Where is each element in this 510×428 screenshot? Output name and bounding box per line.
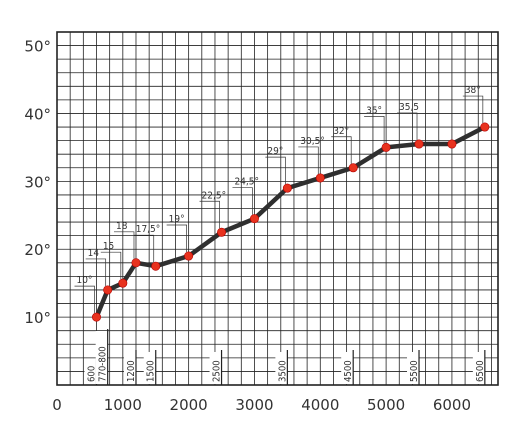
x-marker-label: 1200 [126,360,137,382]
callout-leader [331,136,352,164]
callout-leader [199,200,220,229]
x-marker-label: 5500 [409,360,420,382]
x-marker-bg [143,352,156,384]
x-tick-label: 0 [52,396,62,414]
data-label: 14 [88,248,100,259]
data-label: 15 [103,241,114,252]
data-point [91,312,101,322]
x-tick-label: 2000 [170,396,208,414]
data-point [315,173,325,183]
callout-leader [85,258,107,286]
x-marker-label: 1500 [146,360,157,382]
callout-leader [397,112,418,141]
x-marker-bg [407,352,420,384]
x-marker-bg [84,359,97,384]
x-tick-label: 5000 [367,396,405,414]
x-tick-label: 3000 [235,396,273,414]
callout-leader [100,251,122,280]
data-point [381,142,391,152]
axes: 10° 20° 30° 40° 50° 0 1000 2000 3000 4000 5000 6000 [24,38,471,414]
x-marker-label: 770-800 [98,346,109,382]
callout-leader [298,146,319,174]
x-tick-label: 6000 [433,396,471,414]
data-label: 35° [366,105,382,116]
data-label: 10° [76,275,92,286]
data-label: 38° [465,85,481,96]
data-label: 22,5° [202,190,227,201]
data-point [131,258,141,268]
x-marker-label: 6500 [475,360,486,382]
callout-leader [265,156,286,185]
data-point [118,278,128,288]
data-label: 32° [333,126,349,137]
callout-leader [232,187,253,215]
x-marker-bg [472,352,485,384]
x-marker-bg [123,352,136,384]
grid [56,31,499,386]
data-label: 18 [116,221,128,232]
x-tick-label: 4000 [301,396,339,414]
data-label: 35,5 [399,102,419,113]
x-marker-label: 4500 [343,360,354,382]
data-point [184,251,194,261]
series [91,122,490,322]
data-label: 19° [169,214,185,225]
data-label: 17,5° [136,224,161,235]
data-point [249,214,259,224]
data-point [282,183,292,193]
y-tick-label: 40° [24,105,51,123]
data-point [217,227,227,237]
data-point [480,122,490,132]
data-point [103,285,113,295]
callout-leader [133,234,155,263]
callout-leader [74,285,95,314]
y-tick-label: 30° [24,173,51,191]
callout-leader [364,116,385,144]
x-marker-bg [209,352,222,384]
plot-frame [56,31,499,386]
data-label: 24,5° [234,177,259,188]
x-marker-bg [341,352,354,384]
data-point [151,261,161,271]
data-label: 30,5° [300,136,325,147]
x-marker-bg [275,352,288,384]
callout-leader [462,95,484,124]
callout-leader [166,224,187,253]
x-marker-label: 3500 [277,360,288,382]
x-marker-bg [95,331,108,384]
y-tick-label: 50° [24,38,51,56]
x-marker-label: 600 [86,366,97,382]
data-label: 29° [267,146,283,157]
data-point [447,139,457,149]
callout-leader [113,231,135,259]
x-tick-label: 1000 [104,396,142,414]
data-point [414,139,424,149]
y-tick-label: 10° [24,309,51,327]
data-point [348,163,358,173]
y-tick-label: 20° [24,241,51,259]
x-marker-label: 2500 [212,360,223,382]
x-markers: 600 770-800 1200 1500 2500 3500 4500 5500 6500 [84,329,486,385]
